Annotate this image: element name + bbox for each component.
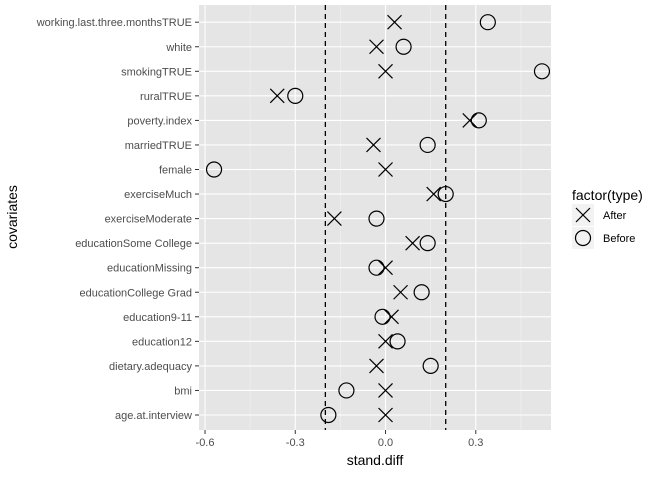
x-tick-label: 0.0 (378, 437, 393, 449)
point-before-dietary-adequacy (422, 357, 439, 374)
point-before-smokingtrue (533, 63, 551, 80)
point-after-educationcollege-grad (393, 284, 408, 300)
y-tick-label: bmi (174, 385, 192, 397)
x-tick-label: -0.3 (286, 437, 305, 449)
point-after-education12 (378, 333, 393, 349)
reference-lines (324, 5, 447, 430)
point-after-age-at-interview (378, 407, 393, 423)
y-axis: age.at.interview bmi dietary.adequacy educa… (36, 17, 199, 422)
point-after-educationmissing (378, 260, 393, 276)
point-before-educationsome-college (419, 235, 436, 252)
y-tick-label: educationCollege Grad (79, 287, 192, 299)
point-before-working-last-three-monthstrue (479, 14, 496, 31)
legend-items: After Before (572, 204, 635, 249)
y-tick-label: educationMissing (107, 263, 192, 275)
point-before-ruraltrue (287, 87, 304, 104)
cross-stroke (378, 63, 393, 79)
cross-stroke (366, 137, 381, 153)
point-after-dietary-adequacy (369, 358, 384, 374)
y-tick-label: education12 (132, 336, 192, 348)
point-before-white (395, 38, 412, 55)
y-tick-label: dietary.adequacy (109, 361, 192, 373)
cross-stroke (269, 88, 285, 104)
point-before-age-at-interview (320, 406, 337, 424)
y-tick-label: poverty.index (127, 115, 192, 127)
legend-label-before: Before (603, 233, 635, 245)
point-after-poverty-index (462, 112, 478, 128)
legend-circle-icon (574, 229, 592, 247)
y-tick-label: age.at.interview (115, 410, 192, 422)
point-after-smokingtrue (378, 63, 393, 79)
point-after-marriedtrue (366, 137, 381, 153)
point-before-educationcollege-grad (413, 284, 430, 301)
point-after-female (378, 162, 393, 177)
point-after-educationsome-college (405, 235, 421, 251)
y-tick-label: female (159, 165, 192, 177)
point-before-education9-11 (374, 308, 391, 325)
cross-stroke (326, 211, 342, 227)
cross-stroke (378, 383, 393, 398)
cross-stroke (393, 284, 408, 300)
legend-label-after: After (603, 210, 627, 222)
x-axis-title: stand.diff (347, 452, 404, 468)
cross-stroke (378, 162, 393, 177)
y-tick-label: white (165, 42, 192, 54)
x-tick-label: -0.6 (196, 437, 215, 449)
panel-background (199, 5, 551, 430)
cross-stroke (378, 407, 393, 423)
cross-stroke (369, 358, 384, 374)
point-before-exercisemoderate (368, 210, 385, 227)
cross-stroke (426, 186, 442, 202)
y-tick-label: marriedTRUE (125, 140, 192, 152)
point-after-working-last-three-monthstrue (387, 14, 402, 30)
legend-cross-icon (575, 207, 591, 223)
cross-stroke (405, 235, 421, 251)
cross-stroke (575, 207, 591, 223)
cross-stroke (462, 112, 478, 128)
cross-stroke (387, 14, 402, 30)
y-tick-label: ruralTRUE (140, 91, 192, 103)
y-tick-label: smokingTRUE (121, 66, 192, 78)
y-tick-label: education9-11 (123, 312, 192, 324)
cross-stroke (369, 39, 384, 55)
grid-layer (199, 5, 551, 430)
data-points (205, 14, 551, 424)
cross-stroke (384, 309, 399, 325)
point-before-educationmissing (368, 259, 385, 276)
point-after-education9-11 (384, 309, 399, 325)
cross-stroke (378, 333, 393, 349)
point-after-exercisemuch (426, 186, 442, 202)
point-before-education12 (389, 333, 406, 350)
point-after-bmi (378, 383, 393, 398)
y-tick-label: educationSome College (75, 238, 192, 250)
y-tick-label: working.last.three.monthsTRUE (36, 17, 192, 29)
point-before-poverty-index (470, 112, 487, 129)
x-axis: -0.6 -0.3 0.0 0.3 (196, 430, 483, 449)
point-before-female (205, 161, 223, 178)
point-after-white (369, 39, 384, 55)
point-after-exercisemoderate (326, 211, 342, 227)
legend-title: factor(type) (572, 187, 643, 203)
legend: factor(type) After Before (572, 187, 643, 249)
x-tick-label: 0.3 (468, 437, 483, 449)
point-before-bmi (338, 382, 355, 399)
y-axis-title: covariates (4, 185, 20, 249)
y-tick-label: exerciseMuch (124, 189, 192, 201)
point-after-ruraltrue (269, 88, 285, 104)
point-before-exercisemuch (437, 185, 454, 203)
cross-stroke (378, 260, 393, 276)
point-before-marriedtrue (419, 136, 436, 154)
y-tick-label: exerciseModerate (105, 214, 192, 226)
